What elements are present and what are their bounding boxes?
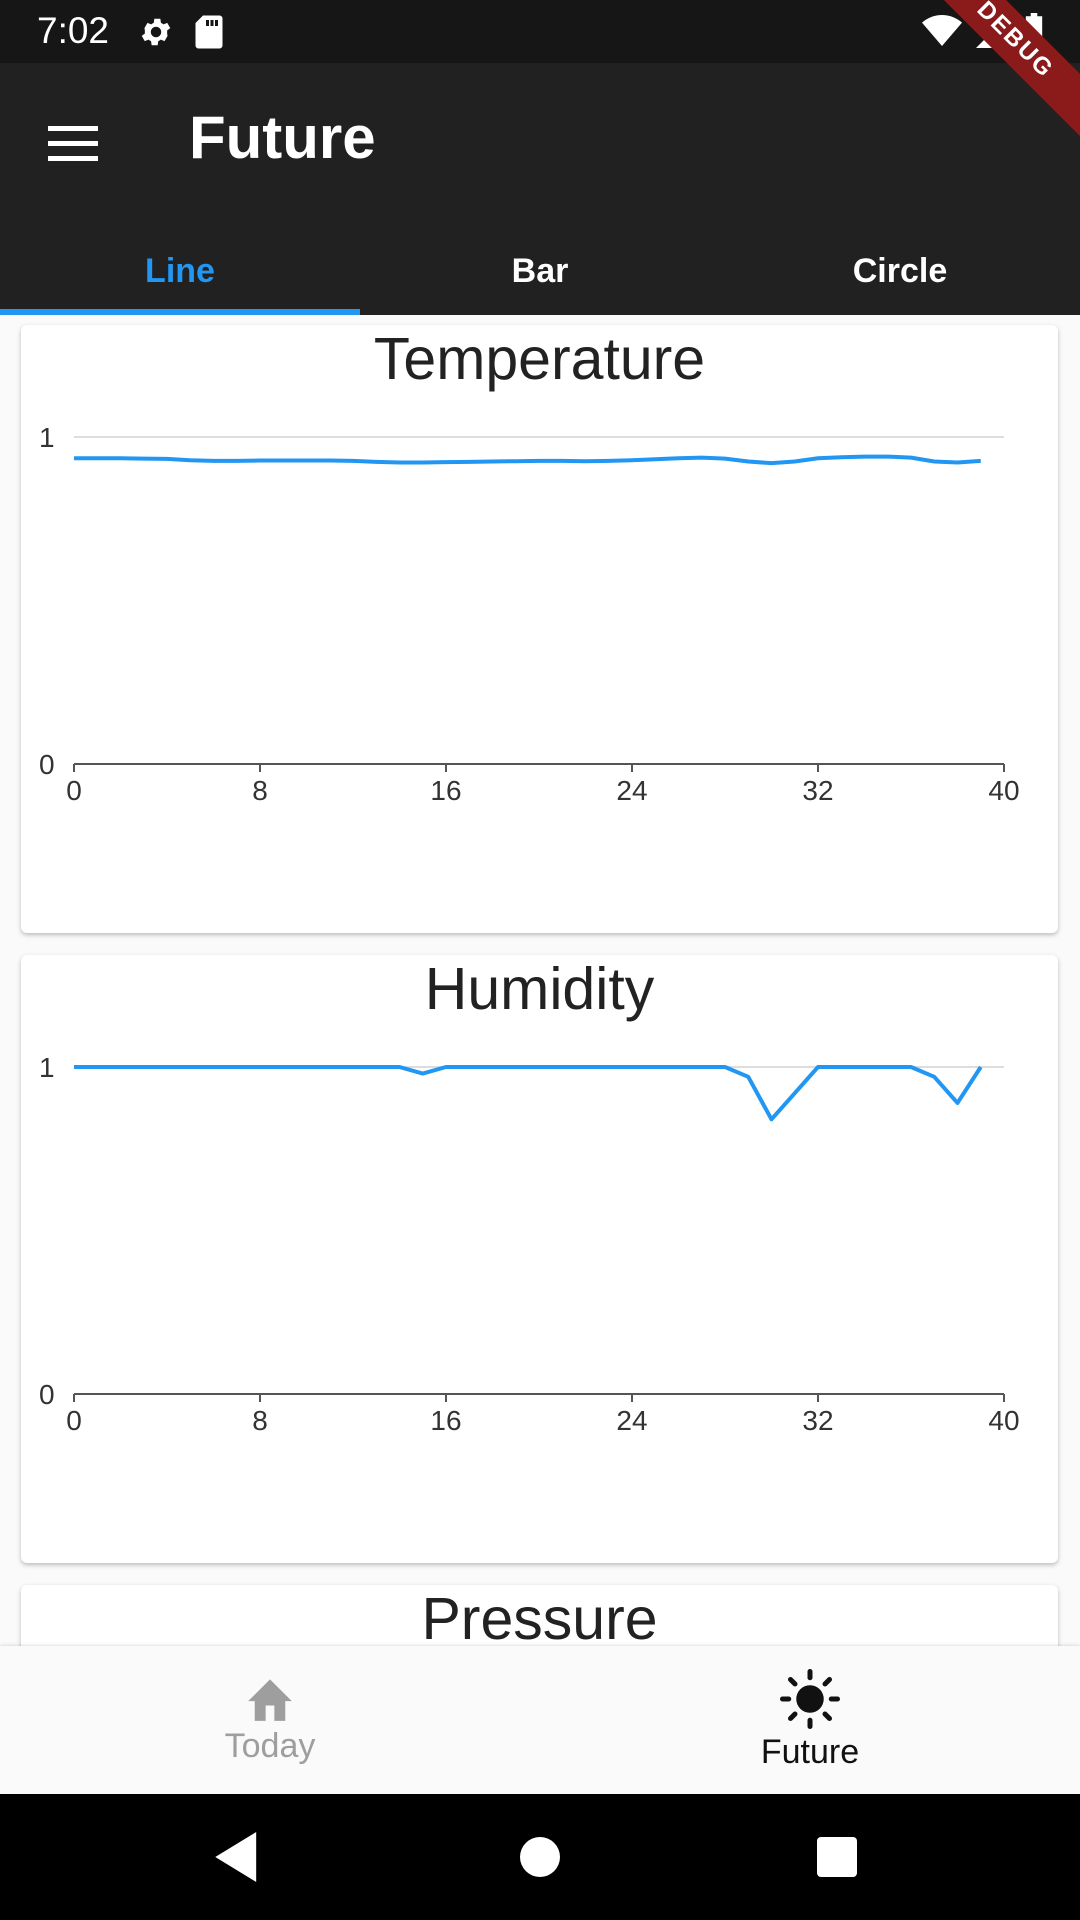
- x-tick-label: 16: [430, 775, 461, 806]
- x-tick-label: 40: [988, 1405, 1019, 1436]
- x-tick-label: 8: [252, 1405, 268, 1436]
- chart-card-temperature: Temperature 0 1 0 8 16 24 32 40: [21, 325, 1058, 933]
- y-tick-label: 0: [39, 1379, 55, 1410]
- status-time: 7:02: [37, 10, 110, 51]
- menu-icon: [48, 126, 98, 161]
- nav-item-today[interactable]: Today: [0, 1646, 540, 1794]
- chart-title: Temperature: [373, 326, 706, 392]
- sun-icon: [780, 1668, 840, 1729]
- sd-card-icon: [194, 14, 224, 55]
- y-tick-label: 0: [39, 749, 55, 780]
- recents-button[interactable]: [804, 1824, 870, 1890]
- back-icon: [215, 1832, 257, 1882]
- x-tick-label: 0: [66, 1405, 82, 1436]
- home-button[interactable]: [507, 1824, 573, 1890]
- menu-button[interactable]: [36, 107, 110, 181]
- chart-title: Humidity: [424, 956, 655, 1022]
- settings-icon: [138, 14, 174, 55]
- humidity-chart: 0 1 0 8 16 24 32 40: [39, 1052, 1020, 1436]
- x-tick-label: 24: [616, 1405, 647, 1436]
- tab-label: Circle: [852, 252, 948, 290]
- x-tick-label: 8: [252, 775, 268, 806]
- series-line: [74, 1065, 983, 1122]
- system-navigation-bar: [0, 1794, 1080, 1920]
- series-line: [74, 454, 981, 466]
- page-title: Future: [189, 104, 376, 171]
- x-tick-label: 32: [802, 1405, 833, 1436]
- x-tick-label: 24: [616, 775, 647, 806]
- app-bar: Future Line Bar Circle: [0, 63, 1080, 315]
- home-icon: [248, 1678, 292, 1721]
- y-tick-label: 1: [39, 1052, 55, 1083]
- home-circle-icon: [520, 1837, 560, 1877]
- nav-item-future[interactable]: Future: [540, 1646, 1080, 1794]
- tab-bar[interactable]: Bar: [360, 228, 720, 315]
- chart-card-pressure: Pressure: [21, 1585, 1058, 1646]
- x-tick-label: 0: [66, 775, 82, 806]
- tab-label: Line: [145, 252, 215, 290]
- x-tick-label: 40: [988, 775, 1019, 806]
- recents-icon: [817, 1837, 857, 1877]
- temperature-chart: 0 1 0 8 16 24 32 40: [39, 422, 1020, 806]
- nav-label: Today: [224, 1726, 316, 1765]
- tab-label: Bar: [511, 252, 569, 290]
- nav-label: Future: [760, 1732, 860, 1771]
- chart-title: Pressure: [421, 1586, 658, 1646]
- x-tick-label: 32: [802, 775, 833, 806]
- bottom-navigation: Today Future: [0, 1646, 1080, 1794]
- tab-circle[interactable]: Circle: [720, 228, 1080, 315]
- chart-list[interactable]: Temperature 0 1 0 8 16 24 32 40 Humidity 0 1 0 8 16…: [0, 315, 1080, 1646]
- wifi-icon: [922, 14, 962, 53]
- tab-indicator: [0, 309, 360, 315]
- x-tick-label: 16: [430, 1405, 461, 1436]
- y-tick-label: 1: [39, 422, 55, 453]
- status-bar: 7:02: [0, 0, 1080, 63]
- chart-card-humidity: Humidity 0 1 0 8 16 24 32 40: [21, 955, 1058, 1563]
- back-button[interactable]: [205, 1824, 271, 1890]
- tab-line[interactable]: Line: [0, 228, 360, 315]
